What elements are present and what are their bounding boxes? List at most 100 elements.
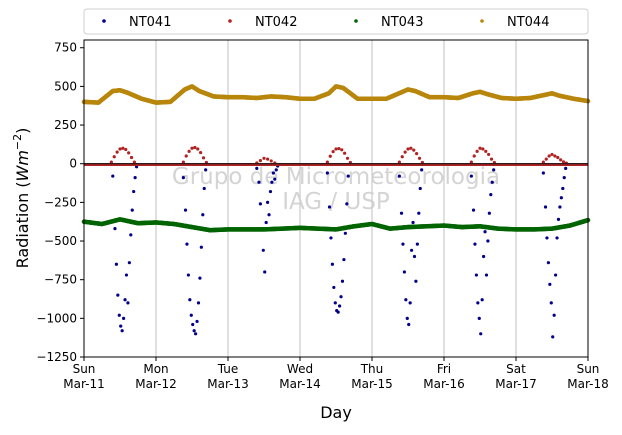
watermark-line2: IAG / USP xyxy=(282,189,390,215)
point-NT041-24 xyxy=(192,329,196,333)
point-NT041-88 xyxy=(483,230,487,234)
x-tick-date-2: Mar-13 xyxy=(207,377,248,391)
point-NT041-39 xyxy=(264,220,268,225)
point-NT041-55 xyxy=(336,310,340,314)
x-tick-day-5: Fri xyxy=(437,362,451,376)
point-NT041-97 xyxy=(545,236,549,240)
point-NT041-58 xyxy=(340,279,345,283)
point-NT042-28 xyxy=(337,146,341,151)
point-NT042-33 xyxy=(397,160,401,164)
point-NT041-109 xyxy=(562,176,566,180)
point-NT041-9 xyxy=(124,273,129,277)
x-tick-date-1: Mar-12 xyxy=(135,377,176,391)
point-NT041-8 xyxy=(123,298,127,302)
point-NT042-27 xyxy=(334,147,338,151)
point-NT041-56 xyxy=(338,304,342,308)
point-NT041-13 xyxy=(130,208,134,212)
point-NT041-1 xyxy=(113,227,117,231)
legend-marker-NT043 xyxy=(354,19,358,23)
point-NT042-56 xyxy=(556,155,560,160)
point-NT041-51 xyxy=(330,262,334,266)
point-NT042-48 xyxy=(487,152,491,157)
point-NT042-36 xyxy=(406,147,410,151)
point-NT042-39 xyxy=(415,152,419,156)
point-NT041-11 xyxy=(127,261,131,265)
point-NT041-98 xyxy=(546,261,551,265)
point-NT042-51 xyxy=(541,160,545,164)
point-NT042-31 xyxy=(345,156,350,160)
point-NT041-108 xyxy=(561,186,565,191)
y-axis-label-main: Radiation ( xyxy=(13,181,32,268)
point-NT042-21 xyxy=(266,157,270,161)
point-NT041-89 xyxy=(484,273,489,277)
point-NT041-62 xyxy=(346,174,350,178)
point-NT041-65 xyxy=(401,242,405,246)
legend-marker-NT044 xyxy=(480,19,484,23)
point-NT042-12 xyxy=(190,146,194,150)
point-NT042-37 xyxy=(409,146,413,150)
point-NT041-75 xyxy=(415,242,419,246)
point-NT041-6 xyxy=(120,329,124,333)
y-axis: −1250 −1000 −750 −500 −250 0 250 500 750 xyxy=(36,41,84,364)
point-NT041-7 xyxy=(122,316,126,320)
point-NT042-22 xyxy=(269,159,273,163)
x-tick-date-3: Mar-14 xyxy=(279,377,320,391)
y-tick-label-4: −250 xyxy=(44,195,77,209)
point-NT042-55 xyxy=(553,154,557,158)
y-tick-label-6: 250 xyxy=(54,118,77,132)
point-NT041-83 xyxy=(476,301,480,305)
point-NT042-30 xyxy=(343,151,347,155)
point-NT041-99 xyxy=(548,282,552,286)
point-NT041-22 xyxy=(189,313,193,317)
point-NT041-76 xyxy=(417,211,421,215)
y-tick-label-8: 750 xyxy=(54,41,77,55)
point-NT041-70 xyxy=(408,301,412,305)
point-NT041-29 xyxy=(199,245,203,249)
point-NT041-81 xyxy=(473,242,477,246)
x-axis: SunMar-11MonMar-12TueMar-13WedMar-14ThuM… xyxy=(63,357,609,391)
legend: NT041 NT042 NT043 NT044 xyxy=(83,8,589,35)
point-NT042-29 xyxy=(340,148,344,152)
point-NT041-25 xyxy=(194,332,198,336)
point-NT041-32 xyxy=(204,168,208,172)
point-NT041-37 xyxy=(261,248,265,252)
point-NT041-10 xyxy=(126,301,130,305)
point-NT042-5 xyxy=(124,147,128,152)
point-NT041-19 xyxy=(185,242,189,246)
point-NT041-20 xyxy=(186,273,190,277)
point-NT041-15 xyxy=(133,176,137,180)
point-NT041-73 xyxy=(412,254,417,259)
point-NT042-13 xyxy=(193,145,197,150)
point-NT041-3 xyxy=(116,293,120,297)
point-NT041-46 xyxy=(274,168,278,172)
point-NT042-25 xyxy=(328,154,332,158)
point-NT041-93 xyxy=(490,180,494,184)
point-NT041-45 xyxy=(273,177,277,181)
point-NT041-57 xyxy=(339,295,343,299)
point-NT041-30 xyxy=(201,213,205,217)
series-NT041 xyxy=(111,164,568,339)
point-NT041-77 xyxy=(418,186,422,191)
x-tick-date-7: Mar-18 xyxy=(567,377,608,391)
point-NT042-14 xyxy=(196,147,200,151)
point-NT042-43 xyxy=(472,154,476,158)
y-tick-label-5: 0 xyxy=(69,157,77,171)
grid-layer xyxy=(155,40,517,357)
point-NT041-38 xyxy=(263,270,267,274)
y-axis-label: Radiation (Wm−2) xyxy=(11,128,32,269)
legend-label-NT044: NT044 xyxy=(507,15,549,30)
point-NT041-101 xyxy=(551,335,555,339)
point-NT042-16 xyxy=(201,156,206,160)
point-NT041-40 xyxy=(266,200,270,204)
point-NT041-16 xyxy=(134,165,139,169)
x-tick-day-6: Sat xyxy=(506,362,526,376)
point-NT042-19 xyxy=(258,159,262,163)
point-NT041-82 xyxy=(474,273,478,277)
point-NT042-20 xyxy=(262,156,266,160)
point-NT041-14 xyxy=(132,189,136,194)
point-NT042-2 xyxy=(115,150,119,154)
point-NT041-92 xyxy=(489,193,493,197)
point-NT042-4 xyxy=(121,146,125,150)
point-NT042-42 xyxy=(469,160,473,164)
